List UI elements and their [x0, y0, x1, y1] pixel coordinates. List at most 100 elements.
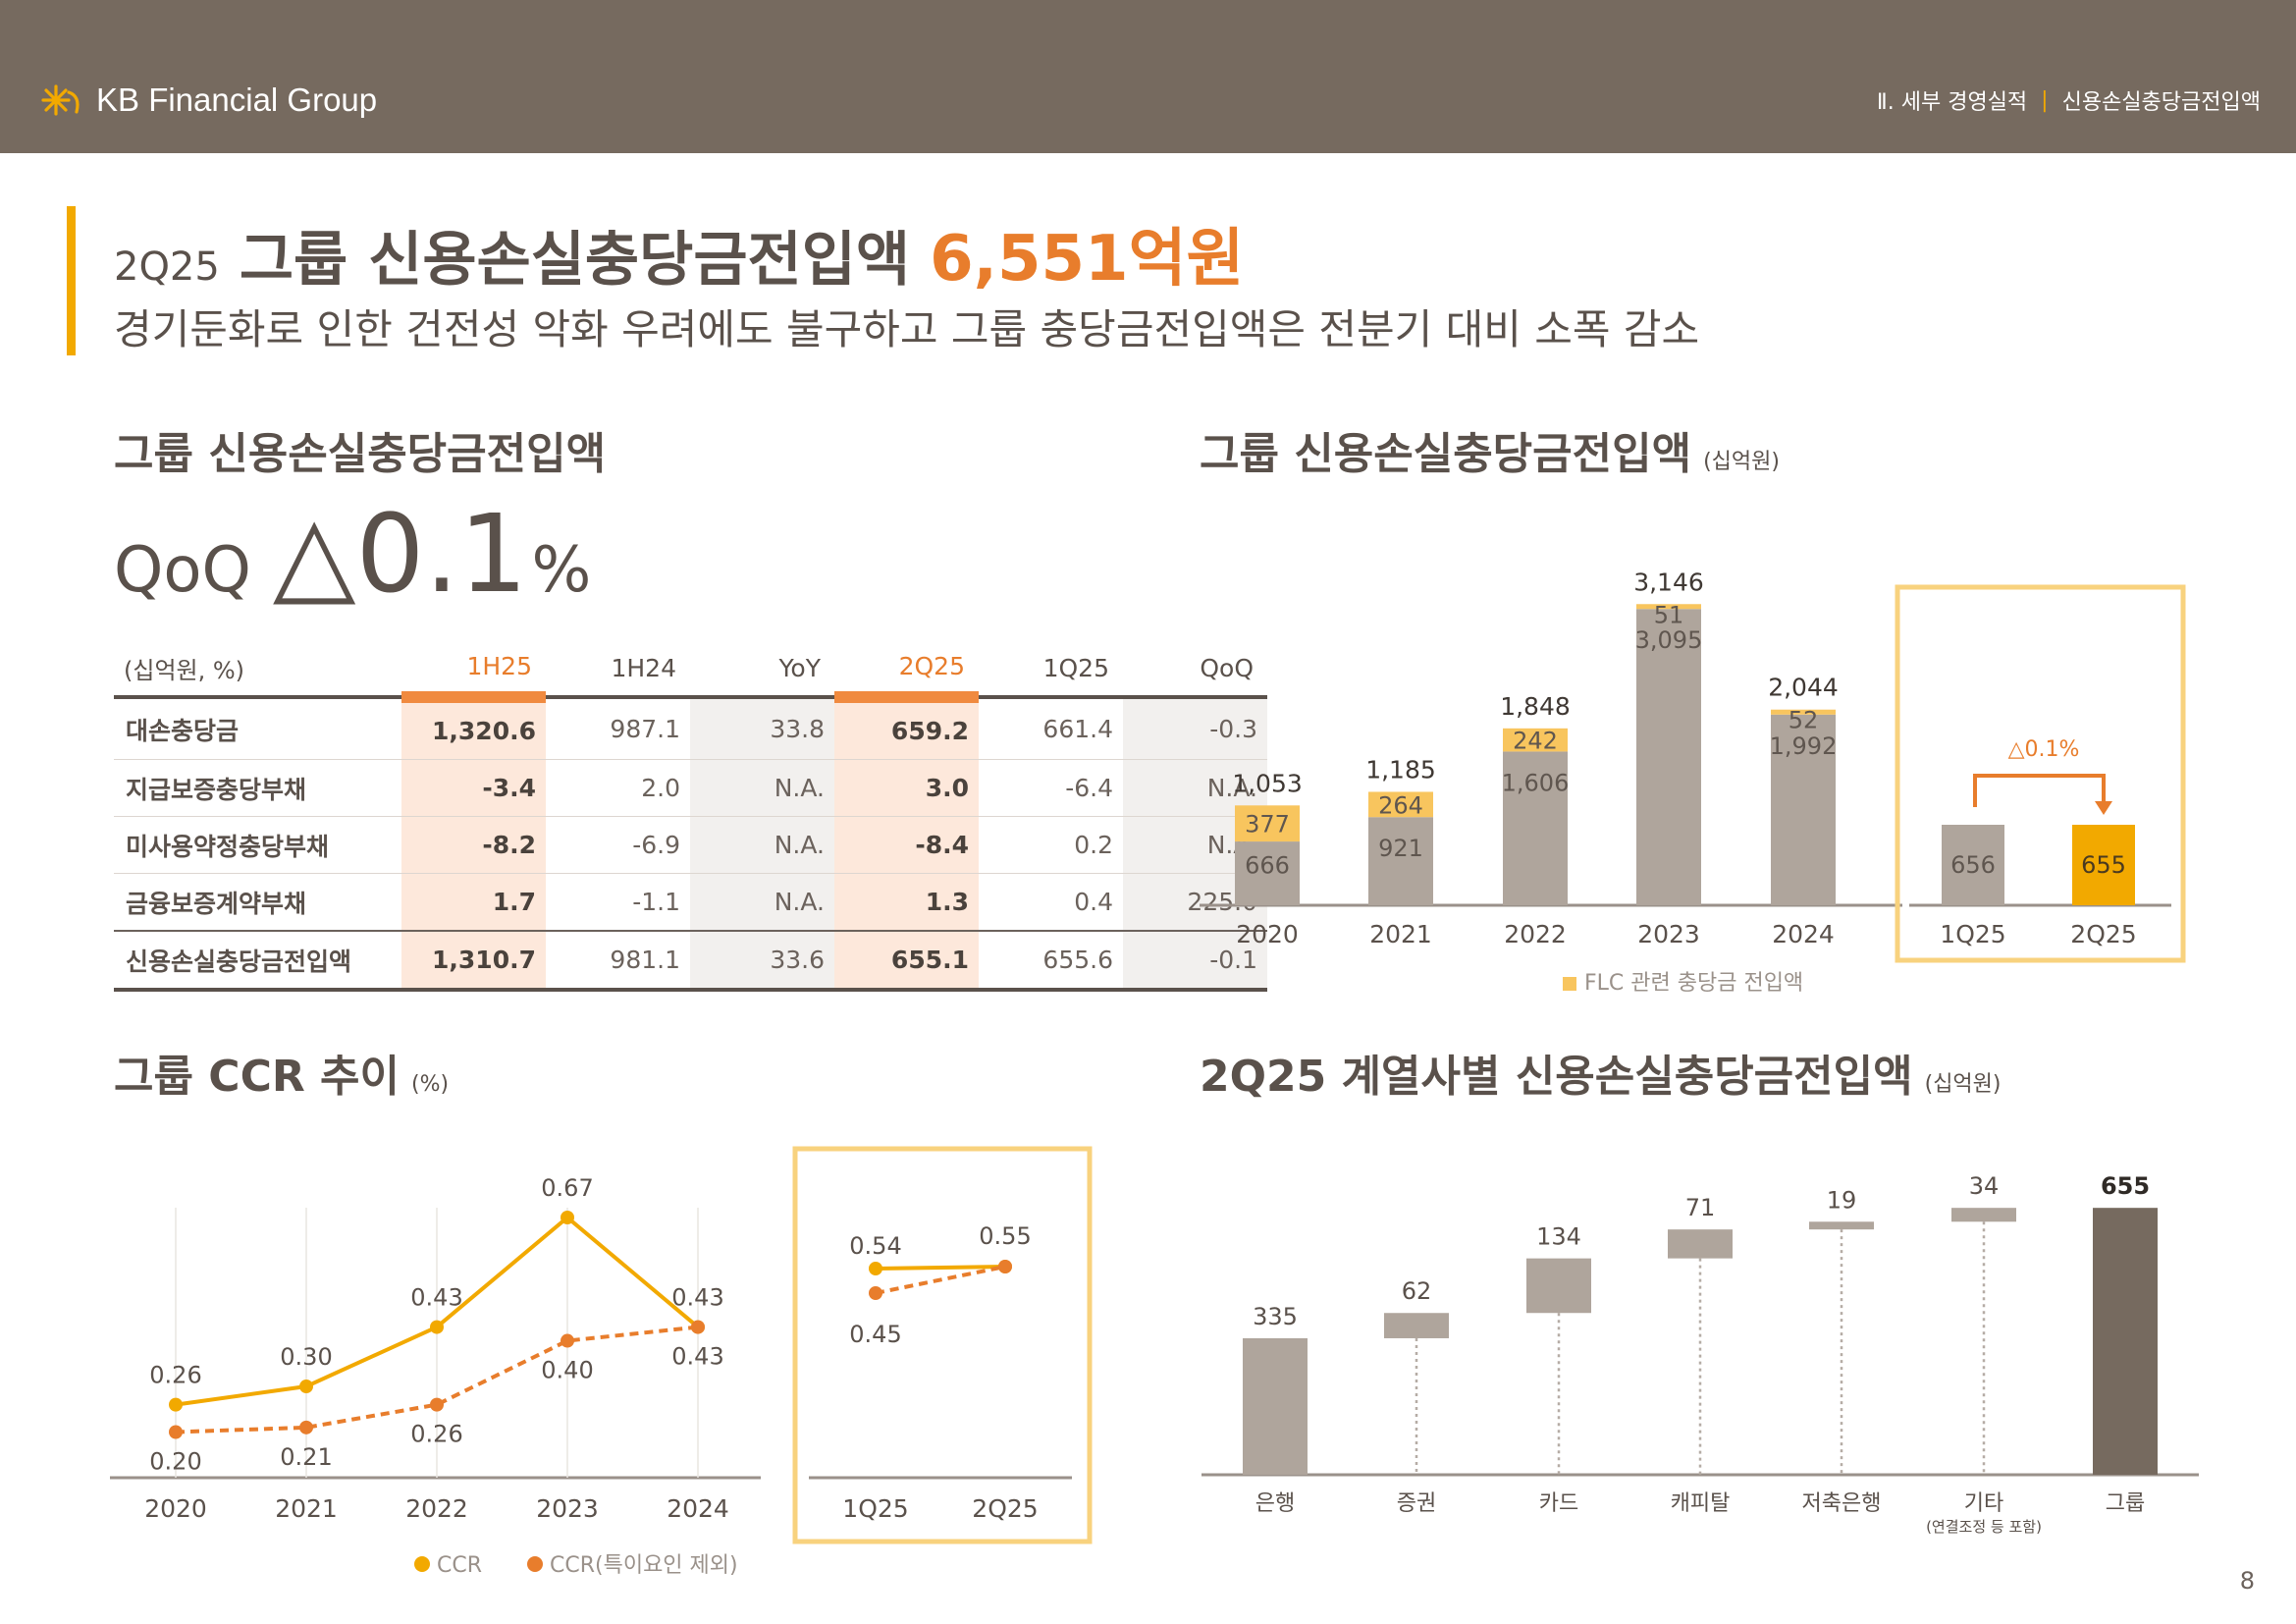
table-cell: 981.1 — [546, 930, 690, 992]
qoq-value: △0.1 — [272, 491, 528, 617]
bar-value-label: 62 — [1402, 1277, 1432, 1305]
bar-segment-flc — [1636, 604, 1701, 610]
table-cell: -3.4 — [401, 759, 546, 817]
data-label-ccr-adj: 0.40 — [541, 1357, 593, 1384]
bar-segment-flc — [1235, 805, 1300, 842]
table-col-header: 1H25 — [401, 640, 546, 703]
inset-point-ccr-adj — [869, 1286, 882, 1300]
inset-line-ccr — [875, 1265, 1006, 1271]
breadcrumb-separator: | — [2041, 87, 2049, 113]
bar-value-label: 71 — [1685, 1194, 1716, 1221]
bar-value-label: 264 — [1378, 791, 1423, 819]
table-cell: 655.1 — [834, 930, 979, 992]
qoq-unit: % — [531, 534, 592, 607]
bar-total-label: 1,848 — [1500, 692, 1571, 721]
provision-table: (십억원, %) 1H25 1H24 YoY 2Q25 1Q25 QoQ 대손충… — [114, 640, 1267, 992]
x-tick-note: (연결조정 등 포함) — [1926, 1518, 2042, 1536]
table-cell: 2.0 — [546, 759, 690, 817]
data-point-ccr-adj — [430, 1397, 444, 1412]
row-label: 지급보증충당부채 — [114, 759, 401, 817]
table-col-header: 2Q25 — [834, 640, 979, 703]
qoq-label: QoQ — [114, 534, 251, 607]
x-tick-label: 2021 — [275, 1494, 338, 1523]
table-row: 미사용약정충당부채 -8.2 -6.9 N.A. -8.4 0.2 N.A. — [114, 816, 1267, 874]
bar-total-label: 1,185 — [1365, 755, 1436, 784]
x-tick-label: 2Q25 — [2070, 920, 2136, 948]
x-tick-label: 2022 — [1504, 920, 1567, 948]
annual-provision-chart: 666 377 1,053 2020 921 264 1,185 2021 1,606 242 1,… — [1200, 568, 2186, 996]
change-arrow — [1973, 774, 2106, 807]
bar-segment-base — [1368, 817, 1433, 905]
table-cell: N.A. — [690, 816, 834, 874]
table-cell: 987.1 — [546, 697, 690, 760]
bar-segment-flc — [1368, 791, 1433, 818]
table-col-header: 1H24 — [611, 653, 676, 682]
bar-total-label: 2,044 — [1768, 674, 1839, 702]
table-cell: -6.9 — [546, 816, 690, 874]
data-point-ccr-adj — [169, 1425, 183, 1439]
x-tick-label: 2020 — [1236, 920, 1299, 948]
inset-bar — [2072, 825, 2135, 905]
bar-segment-flc — [1771, 709, 1836, 715]
page-subtitle: 경기둔화로 인한 건전성 악화 우려에도 불구하고 그룹 충당금전입액은 전분기… — [114, 305, 1700, 353]
x-tick-label: 2024 — [667, 1494, 729, 1523]
bar-total-label: 1,053 — [1232, 769, 1303, 797]
chart1-title: 그룹 신용손실충당금전입액 — [1200, 429, 1692, 479]
data-point-ccr — [169, 1397, 183, 1412]
x-tick-label: 증권 — [1397, 1491, 1436, 1516]
inset-bar-label: 655 — [2081, 851, 2126, 879]
data-label-ccr: 0.67 — [541, 1174, 593, 1202]
affiliate-bar — [1668, 1229, 1733, 1259]
affiliate-bar — [1809, 1221, 1874, 1230]
qoq-summary: QoQ △0.1 % — [114, 491, 591, 617]
breadcrumb-page[interactable]: 신용손실충당금전입액 — [2061, 90, 2261, 115]
affiliate-bar — [1526, 1258, 1591, 1314]
data-label-ccr: 0.43 — [410, 1284, 462, 1312]
title-accent-bar — [67, 206, 76, 355]
row-label: 미사용약정충당부채 — [114, 816, 401, 874]
inset-label: 0.55 — [979, 1222, 1031, 1250]
data-point-ccr-adj — [691, 1320, 705, 1334]
x-tick-label: 2021 — [1369, 920, 1432, 948]
x-tick-label: 2020 — [144, 1494, 207, 1523]
affiliate-bar — [1384, 1313, 1449, 1338]
breadcrumb-section[interactable]: Ⅱ. 세부 경영실적 — [1876, 90, 2028, 115]
logo[interactable]: KB Financial Group — [39, 81, 377, 120]
bar-value-label: 666 — [1245, 852, 1290, 880]
table-row: 대손충당금 1,320.6 987.1 33.8 659.2 661.4 -0.… — [114, 697, 1267, 760]
section-title-provision: 그룹 신용손실충당금전입액 — [114, 429, 607, 479]
table-cell: -8.2 — [401, 816, 546, 874]
table-col-header: QoQ — [1200, 653, 1254, 682]
table-cell: 1,310.7 — [401, 930, 546, 992]
x-tick-label: 1Q25 — [842, 1494, 908, 1523]
inset-bar — [1942, 825, 2004, 905]
ccr-trend-chart: 0.26 0.20 2020 0.30 0.21 2021 0.43 0.26 2022 0.67… — [110, 1146, 1093, 1578]
legend-label: FLC 관련 충당금 전입액 — [1584, 971, 1803, 996]
table-cell: -0.1 — [1123, 930, 1267, 992]
data-label-ccr-adj: 0.21 — [280, 1443, 332, 1471]
x-tick-label: 2022 — [405, 1494, 468, 1523]
section-title-annual-chart: 그룹 신용손실충당금전입액 (십억원) — [1200, 418, 1780, 481]
bar-value-label: 134 — [1536, 1223, 1581, 1251]
chart3-title: 2Q25 계열사별 신용손실충당금전입액 — [1200, 1052, 1913, 1102]
table-cell: -0.3 — [1123, 697, 1267, 760]
table-cell: N.A. — [690, 759, 834, 817]
chart3-unit: (십억원) — [1924, 1072, 2002, 1097]
inset-point-ccr-adj — [998, 1260, 1012, 1273]
bar-value-label: 19 — [1827, 1186, 1857, 1214]
table-cell: 3.0 — [834, 759, 979, 817]
bar-value-label: 377 — [1245, 811, 1290, 839]
inset-label: 0.54 — [849, 1232, 901, 1260]
data-point-ccr-adj — [561, 1333, 574, 1348]
bar-value-label: 34 — [1969, 1172, 2000, 1200]
title-highlight: 6,551억원 — [930, 223, 1245, 296]
x-tick-label: 캐피탈 — [1671, 1491, 1731, 1516]
legend-swatch — [1563, 977, 1576, 991]
title-quarter: 2Q25 — [114, 244, 220, 290]
bar-value-label: 655 — [2101, 1172, 2150, 1200]
data-point-ccr-adj — [299, 1420, 313, 1435]
bar-segment-flc — [1503, 728, 1568, 752]
table-unit: (십억원, %) — [124, 656, 245, 684]
table-cell: 1.7 — [401, 873, 546, 932]
x-tick-label: 카드 — [1539, 1491, 1578, 1516]
